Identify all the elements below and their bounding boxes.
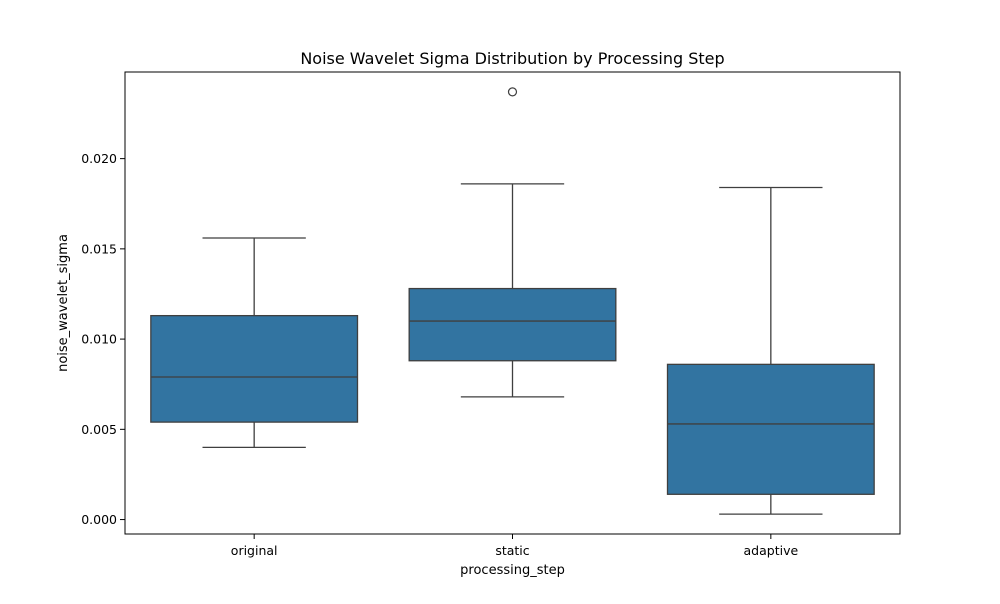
chart-title: Noise Wavelet Sigma Distribution by Proc…: [300, 49, 724, 68]
box-static: [408, 287, 617, 362]
y-tick-label: 0.020: [81, 151, 117, 166]
plot-frame: [124, 71, 901, 535]
plot-area: 0.000 0.005 0.010 0.015 0.020 original static a…: [81, 87, 875, 558]
x-tick-label: static: [495, 543, 529, 558]
y-tick-label: 0.005: [81, 422, 117, 437]
x-axis-label: processing_step: [460, 563, 565, 578]
x-tick-label: adaptive: [744, 543, 799, 558]
y-tick-label: 0.000: [81, 512, 117, 527]
box-adaptive: [666, 363, 875, 495]
x-tick-label: original: [231, 543, 278, 558]
y-tick-label: 0.015: [81, 241, 117, 256]
box-original: [150, 314, 359, 423]
y-tick-label: 0.010: [81, 332, 117, 347]
outlier-point: [507, 87, 518, 97]
y-axis-label: noise_wavelet_sigma: [56, 234, 71, 372]
